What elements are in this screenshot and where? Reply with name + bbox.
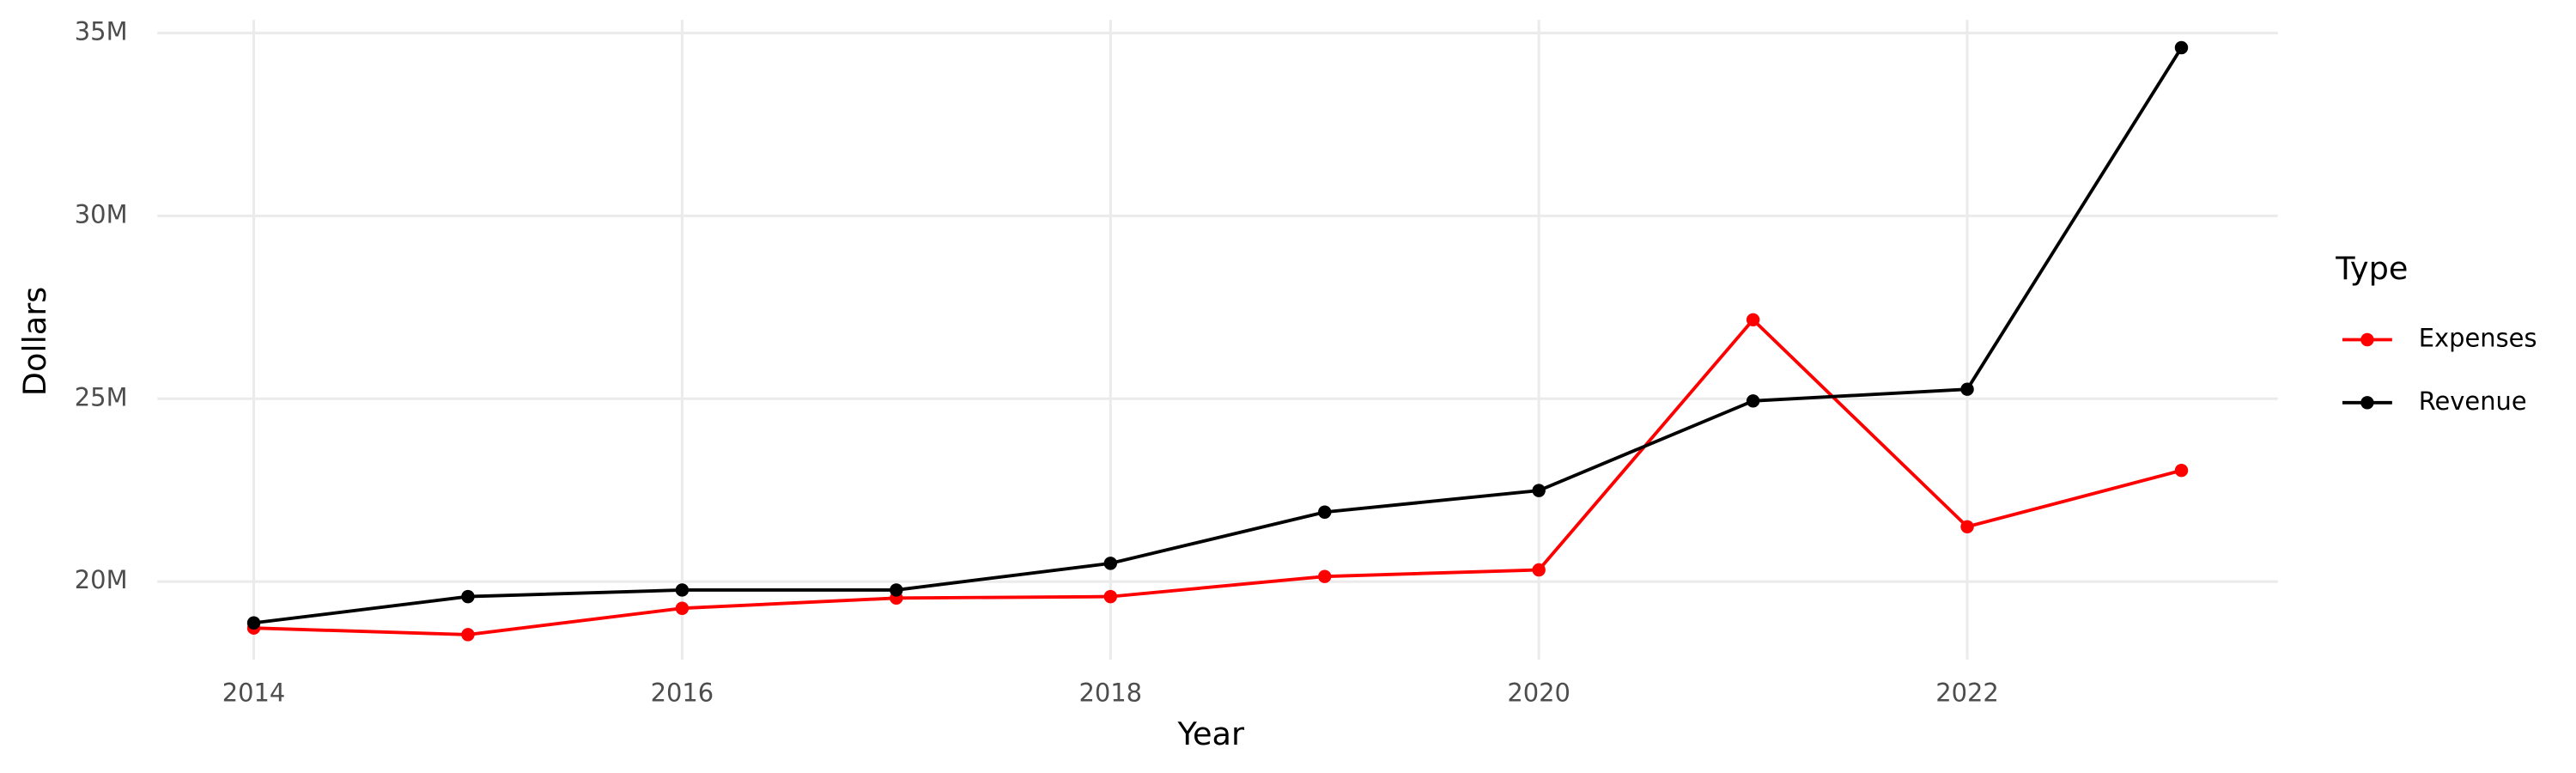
x-axis-title: Year: [1177, 715, 1246, 752]
legend-title: Type: [2335, 250, 2408, 287]
x-tick-label: 2016: [651, 678, 714, 707]
legend-key-point: [2360, 332, 2374, 347]
legend-label: Expenses: [2419, 323, 2537, 352]
data-point: [1532, 563, 1546, 577]
legend-label: Revenue: [2419, 386, 2527, 416]
data-point: [1103, 557, 1118, 570]
y-axis-title: Dollars: [16, 287, 53, 397]
data-point: [2174, 40, 2189, 55]
data-point: [1746, 313, 1760, 327]
x-tick-label: 2014: [222, 678, 286, 707]
data-point: [675, 601, 690, 615]
data-point: [1746, 394, 1760, 408]
series-line: [253, 46, 2184, 625]
x-tick-label: 2020: [1507, 678, 1571, 707]
y-tick-label: 25M: [75, 382, 128, 411]
data-point: [246, 616, 261, 630]
data-point: [1960, 520, 1974, 534]
legend-key-point: [2360, 396, 2374, 410]
data-point: [675, 583, 690, 597]
data-point: [1103, 589, 1118, 604]
data-point: [1960, 382, 1974, 396]
data-point: [461, 589, 475, 604]
data-point: [1532, 484, 1546, 497]
data-point: [2174, 463, 2189, 478]
x-tick-label: 2022: [1935, 678, 1999, 707]
y-tick-label: 20M: [75, 565, 128, 594]
data-point: [461, 628, 475, 642]
data-point: [890, 583, 903, 597]
data-point: [1318, 505, 1332, 519]
data-point: [1318, 569, 1332, 583]
series-line: [253, 317, 2182, 636]
y-tick-label: 35M: [75, 16, 128, 46]
y-tick-label: 30M: [75, 199, 128, 228]
x-tick-label: 2018: [1078, 678, 1142, 707]
